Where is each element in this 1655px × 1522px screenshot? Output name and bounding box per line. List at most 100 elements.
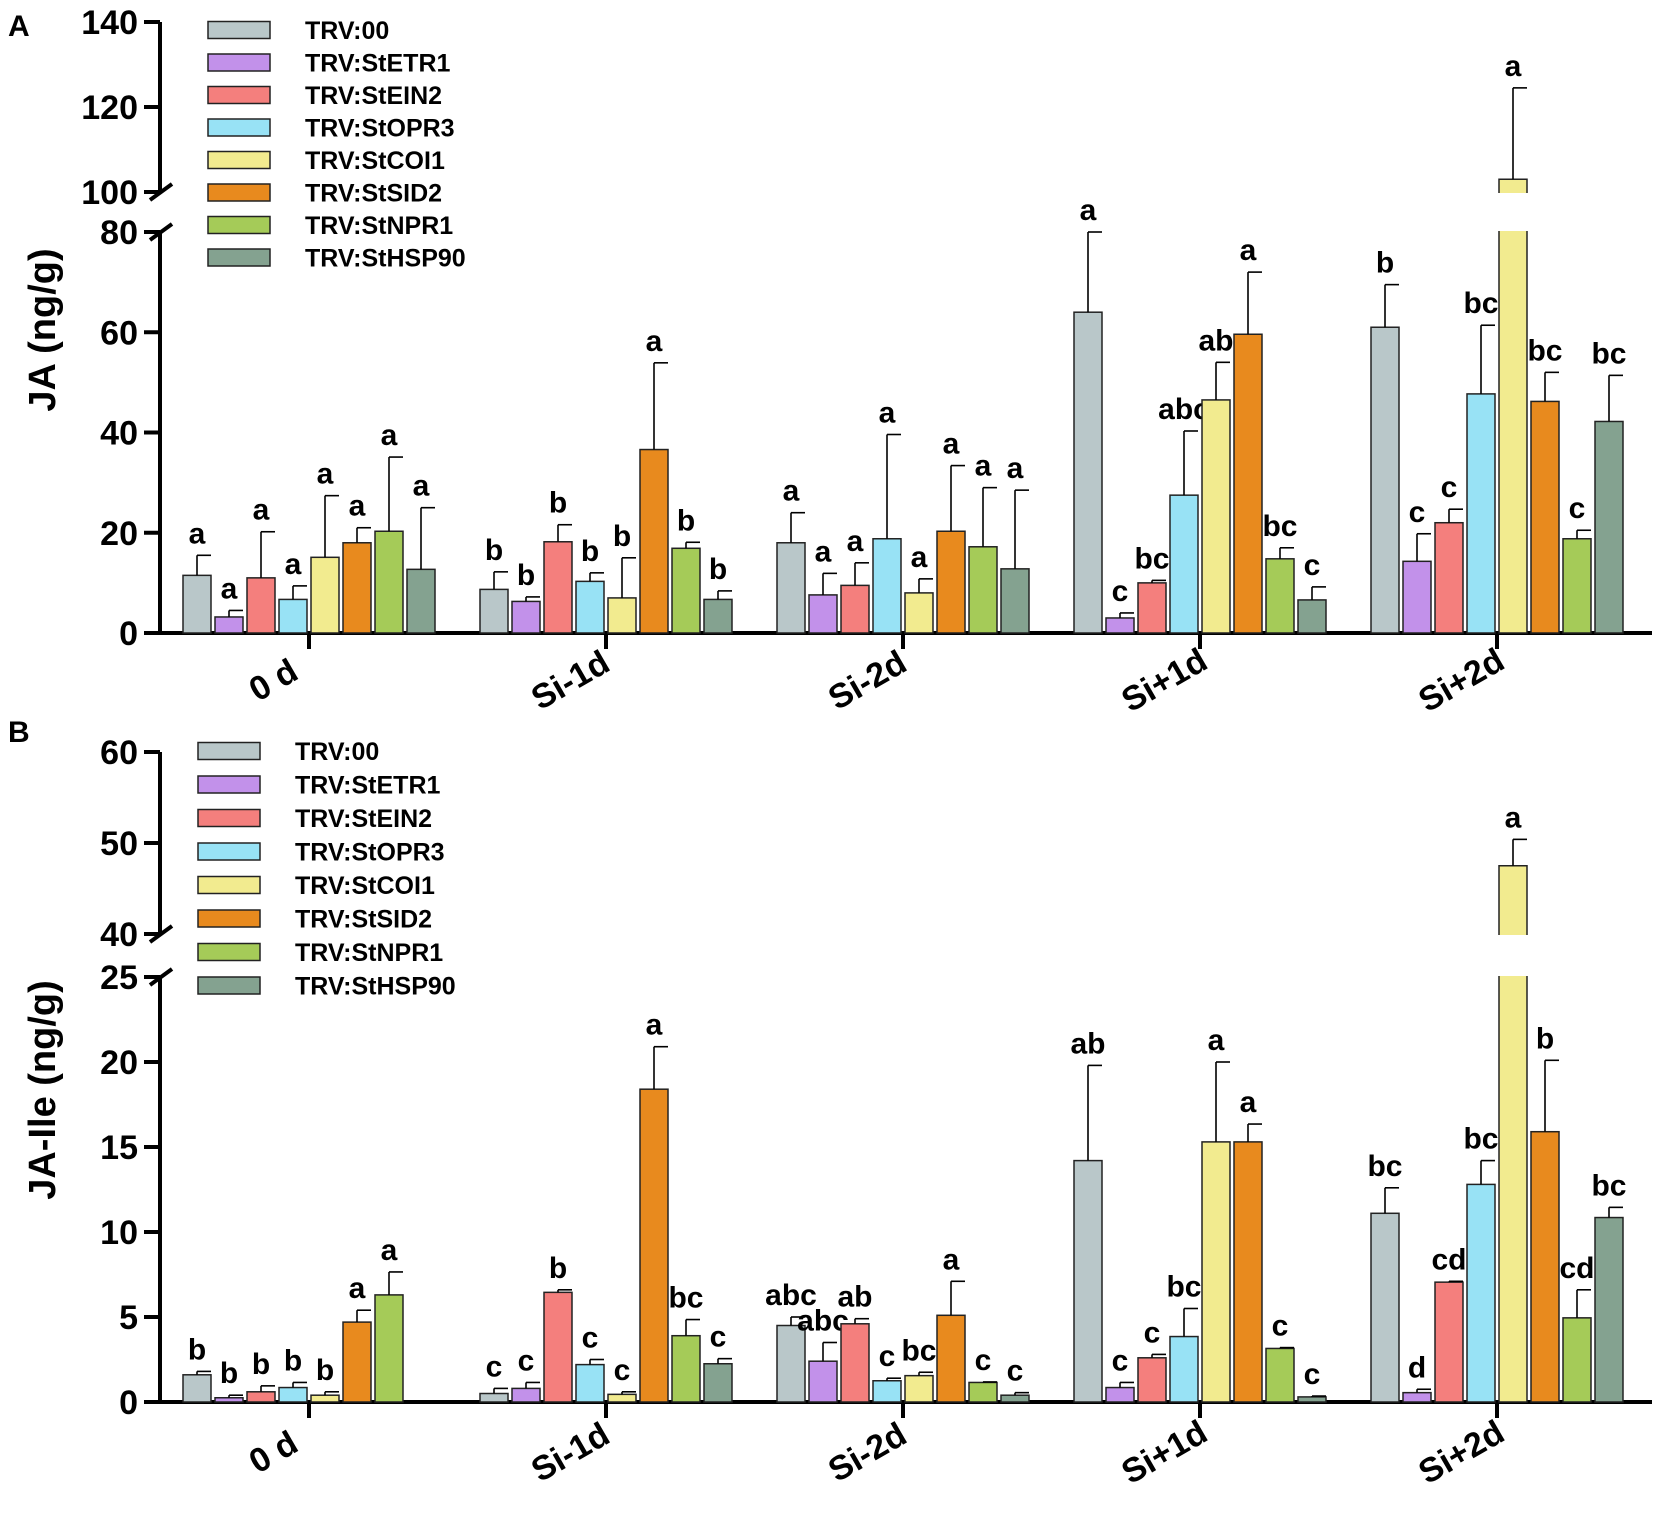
x-tick-label-si-1d: Si-1d <box>525 1415 616 1489</box>
bar-si-2d-trv-00 <box>776 542 806 634</box>
bar-si-1d-trv-stopr3 <box>1169 1335 1199 1403</box>
legend-swatch-trv-sthsp90 <box>197 976 261 995</box>
legend-swatch-trv-stetr1 <box>197 775 261 794</box>
bar-0-d-trv-stnpr1 <box>374 530 404 634</box>
significance-letter: a <box>1007 452 1024 485</box>
panel-letter: B <box>8 716 30 749</box>
significance-letter: abc <box>1158 393 1210 426</box>
significance-letter: c <box>1569 492 1586 525</box>
significance-letter: c <box>975 1344 992 1377</box>
bar-si-1d-trv-stcoi1 <box>607 1393 637 1403</box>
bar-0-d-trv-stcoi1 <box>310 556 340 634</box>
bar-si-2d-trv-stopr3 <box>872 1380 902 1403</box>
significance-letter: bc <box>1134 542 1169 575</box>
legend-label-trv-stnpr1: TRV:StNPR1 <box>305 212 453 240</box>
significance-letter: c <box>1272 1310 1289 1343</box>
significance-letter: bc <box>1262 510 1297 543</box>
significance-letter: a <box>189 517 206 550</box>
y-tick-label: 0 <box>119 615 138 653</box>
significance-letter: a <box>317 458 334 491</box>
y-tick-label: 60 <box>100 734 138 772</box>
legend-label-trv-00: TRV:00 <box>295 738 379 766</box>
bar-si-1d-trv-stsid2 <box>1233 1141 1263 1403</box>
bar-si-1d-trv-stetr1 <box>511 600 541 634</box>
bar-si-1d-trv-stcoi1 <box>607 597 637 634</box>
bar-si-2d-trv-stetr1 <box>808 594 838 634</box>
bar-si-1d-trv-sthsp90 <box>703 1363 733 1403</box>
y-tick-label: 100 <box>81 174 138 212</box>
significance-letter: a <box>221 572 238 605</box>
bar-si-1d-trv-00 <box>479 1392 509 1403</box>
bar-si-2d-trv-stsid2 <box>936 530 966 634</box>
significance-letter: a <box>1208 1024 1225 1057</box>
bar-si-2d-trv-stein2 <box>1434 1281 1464 1403</box>
bar-si-2d-trv-stopr3 <box>872 538 902 634</box>
bar-si-2d-trv-stein2 <box>840 1323 870 1403</box>
legend-swatch-trv-stetr1 <box>207 53 271 72</box>
bar-si-2d-trv-00 <box>1370 1212 1400 1403</box>
bar-si-1d-trv-sthsp90 <box>1297 1396 1327 1403</box>
y-tick-label: 80 <box>100 214 138 252</box>
y-tick-label: 60 <box>100 314 138 352</box>
bar-si-1d-trv-stnpr1 <box>671 547 701 634</box>
significance-letter: abc <box>765 1279 817 1312</box>
bar-si-1d-trv-stnpr1 <box>671 1334 701 1403</box>
significance-letter: a <box>253 494 270 527</box>
bar-si-1d-trv-stein2 <box>1137 582 1167 634</box>
significance-letter: b <box>316 1354 334 1387</box>
significance-letter: cd <box>1559 1252 1594 1285</box>
legend-label-trv-stopr3: TRV:StOPR3 <box>305 115 455 143</box>
significance-letter: c <box>1007 1355 1024 1388</box>
legend-swatch-trv-stnpr1 <box>207 215 271 235</box>
significance-letter: bc <box>1527 334 1562 367</box>
significance-letter: b <box>581 535 599 568</box>
bar-si-1d-trv-stnpr1 <box>1265 1347 1295 1403</box>
significance-letter: bc <box>1367 1150 1402 1183</box>
bar-break-gap <box>1496 935 1530 976</box>
x-tick-label-si-2d: Si+2d <box>1412 641 1510 720</box>
bar-si-1d-trv-00 <box>479 588 509 634</box>
bar-si-2d-trv-stsid2 <box>1530 400 1560 634</box>
significance-letter: a <box>879 397 896 430</box>
significance-letter: a <box>381 1234 398 1267</box>
bar-si-2d-trv-stopr3 <box>1466 393 1496 634</box>
x-tick-label-si-2d: Si-2d <box>822 643 913 717</box>
x-tick-label-0-d: 0 d <box>243 1424 305 1481</box>
legend-label-trv-stcoi1: TRV:StCOI1 <box>305 147 445 175</box>
significance-letter: c <box>879 1340 896 1373</box>
y-tick-label: 15 <box>100 1129 138 1167</box>
significance-letter: a <box>847 525 864 558</box>
bar-si-1d-trv-stopr3 <box>1169 494 1199 634</box>
significance-letter: c <box>582 1322 599 1355</box>
bar-0-d-trv-stcoi1 <box>310 1394 340 1403</box>
significance-letter: b <box>517 559 535 592</box>
bar-si-2d-trv-stetr1 <box>808 1360 838 1403</box>
bar-si-2d-trv-stnpr1 <box>1562 1317 1592 1403</box>
significance-letter: b <box>613 520 631 553</box>
y-axis-title: JA (ng/g) <box>22 248 64 411</box>
significance-letter: d <box>1408 1351 1426 1384</box>
bar-si-2d-trv-sthsp90 <box>1000 1394 1030 1403</box>
y-tick-label: 40 <box>100 415 138 453</box>
legend-swatch-trv-00 <box>207 20 271 40</box>
significance-letter: a <box>975 450 992 483</box>
y-tick-label: 0 <box>119 1384 138 1422</box>
bar-si-2d-trv-00 <box>776 1324 806 1403</box>
legend-label-trv-sthsp90: TRV:StHSP90 <box>305 245 466 273</box>
bar-0-d-trv-00 <box>182 1374 212 1403</box>
x-tick-label-si-1d: Si-1d <box>525 643 616 717</box>
panel-letter: A <box>8 10 30 43</box>
significance-letter: bc <box>1166 1271 1201 1304</box>
bar-si-2d-trv-sthsp90 <box>1000 568 1030 634</box>
bar-0-d-trv-sthsp90 <box>406 568 436 634</box>
bar-si-2d-trv-stsid2 <box>1530 1130 1560 1403</box>
bar-si-1d-trv-00 <box>1073 311 1103 634</box>
significance-letter: bc <box>1591 1169 1626 1202</box>
x-tick-label-si-1d: Si+1d <box>1115 641 1213 720</box>
significance-letter: c <box>1441 471 1458 504</box>
bar-0-d-trv-stnpr1 <box>374 1294 404 1403</box>
x-tick-label-0-d: 0 d <box>243 652 305 709</box>
bar-0-d-trv-stsid2 <box>342 1321 372 1403</box>
